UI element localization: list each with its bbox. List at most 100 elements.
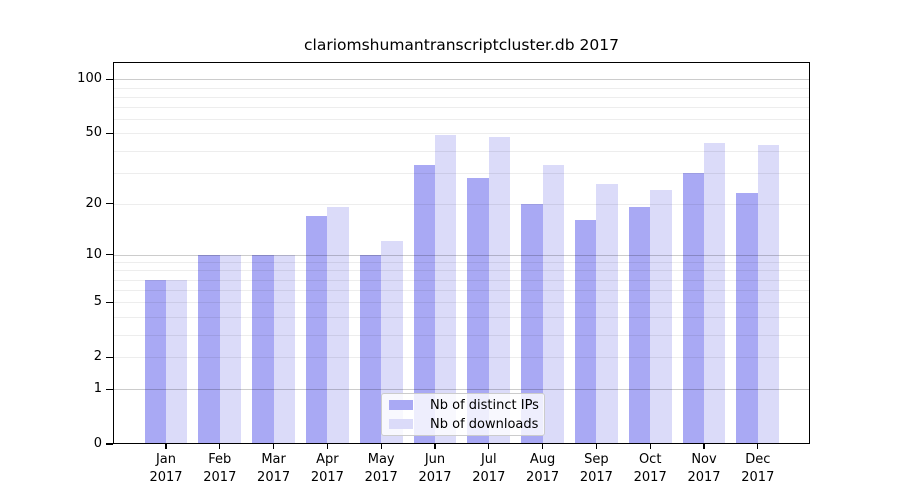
y-tick-label-100: 100 bbox=[77, 71, 102, 87]
month-year: 2017 bbox=[633, 469, 667, 485]
x-tick-jul bbox=[488, 444, 490, 449]
bar-apr-downloads bbox=[327, 207, 349, 444]
bar-aug-ips bbox=[521, 203, 543, 444]
bar-mar-ips bbox=[252, 254, 274, 444]
bar-nov-ips bbox=[682, 172, 704, 444]
x-tick-may bbox=[380, 444, 382, 449]
bar-jun-downloads bbox=[435, 135, 457, 444]
bar-mar-downloads bbox=[273, 254, 295, 444]
minor-gridline-20 bbox=[113, 203, 810, 205]
y-tick-label-2: 2 bbox=[93, 349, 102, 365]
bar-aug-downloads bbox=[542, 165, 564, 444]
bar-jun-ips bbox=[413, 165, 435, 444]
bar-oct-downloads bbox=[650, 189, 672, 444]
bar-dec-downloads bbox=[757, 145, 780, 444]
bar-apr-ips bbox=[306, 215, 328, 444]
x-tick-label-oct: Oct 2017 bbox=[622, 451, 678, 486]
x-tick-jun bbox=[434, 444, 436, 449]
minor-gridline-5 bbox=[113, 302, 810, 304]
month-name: May bbox=[367, 452, 395, 467]
month-name: Mar bbox=[261, 452, 286, 467]
month-year: 2017 bbox=[149, 469, 183, 485]
minor-gridline-80 bbox=[113, 96, 810, 98]
minor-gridline-30 bbox=[113, 172, 810, 174]
x-tick-label-nov: Nov 2017 bbox=[676, 451, 732, 486]
bar-feb-ips bbox=[198, 254, 220, 444]
minor-gridline-9 bbox=[113, 262, 810, 264]
month-name: Jul bbox=[480, 452, 497, 467]
minor-gridline-90 bbox=[113, 87, 810, 89]
bar-jan-downloads bbox=[166, 279, 188, 444]
legend: Nb of distinct IPs Nb of downloads bbox=[381, 393, 545, 436]
y-tick-label-0: 0 bbox=[93, 436, 102, 451]
y-tick-0 bbox=[106, 443, 113, 445]
y-tick-50 bbox=[106, 132, 113, 135]
minor-gridline-60 bbox=[113, 119, 810, 121]
month-year: 2017 bbox=[418, 469, 452, 485]
bar-dec-ips bbox=[736, 192, 758, 444]
month-name: Jun bbox=[424, 452, 446, 467]
x-tick-oct bbox=[649, 444, 651, 449]
y-tick-label-20: 20 bbox=[85, 195, 102, 211]
month-year: 2017 bbox=[687, 469, 721, 485]
legend-swatch-downloads bbox=[389, 419, 413, 429]
minor-gridline-2 bbox=[113, 357, 810, 359]
legend-item-distinct-ips: Nb of distinct IPs bbox=[387, 397, 539, 413]
y-tick-20 bbox=[106, 202, 113, 205]
minor-gridline-6 bbox=[113, 290, 810, 292]
month-year: 2017 bbox=[203, 469, 237, 485]
y-tick-100 bbox=[106, 78, 113, 81]
legend-swatch-distinct-ips bbox=[389, 400, 413, 410]
minor-gridline-40 bbox=[113, 150, 810, 152]
month-name: Nov bbox=[691, 452, 717, 467]
y-tick-label-1: 1 bbox=[93, 381, 102, 397]
y-tick-label-50: 50 bbox=[85, 125, 102, 141]
legend-item-downloads: Nb of downloads bbox=[387, 416, 539, 432]
bar-nov-downloads bbox=[704, 143, 726, 444]
month-year: 2017 bbox=[579, 469, 613, 485]
y-tick-label-5: 5 bbox=[93, 294, 102, 310]
x-tick-jan bbox=[165, 444, 167, 449]
bar-may-ips bbox=[359, 254, 382, 444]
x-tick-apr bbox=[326, 444, 329, 449]
x-tick-feb bbox=[219, 444, 221, 449]
x-tick-label-mar: Mar 2017 bbox=[246, 451, 302, 486]
x-tick-aug bbox=[541, 444, 544, 449]
major-gridline-10 bbox=[113, 254, 810, 256]
bar-oct-ips bbox=[628, 207, 651, 444]
bar-jul-ips bbox=[467, 178, 489, 444]
y-tick-10 bbox=[106, 253, 113, 256]
x-tick-nov bbox=[703, 444, 705, 449]
month-name: Apr bbox=[316, 452, 339, 467]
month-name: Aug bbox=[529, 452, 556, 467]
bar-jul-downloads bbox=[488, 136, 511, 444]
y-tick-1 bbox=[106, 388, 113, 390]
minor-gridline-8 bbox=[113, 270, 810, 272]
bar-sep-downloads bbox=[596, 183, 618, 444]
month-name: Sep bbox=[584, 452, 609, 467]
month-year: 2017 bbox=[257, 469, 291, 485]
x-tick-label-jan: Jan 2017 bbox=[138, 451, 194, 486]
legend-label-distinct-ips: Nb of distinct IPs bbox=[430, 397, 539, 413]
x-tick-label-feb: Feb 2017 bbox=[192, 451, 248, 486]
month-name: Jan bbox=[155, 452, 177, 467]
month-name: Oct bbox=[638, 452, 662, 467]
minor-gridline-7 bbox=[113, 279, 810, 281]
x-tick-label-jun: Jun 2017 bbox=[407, 451, 463, 486]
legend-label-downloads: Nb of downloads bbox=[430, 416, 539, 432]
bar-feb-downloads bbox=[219, 254, 242, 444]
minor-gridline-50 bbox=[113, 133, 810, 135]
grid-layer bbox=[113, 62, 810, 444]
x-tick-label-dec: Dec 2017 bbox=[730, 451, 786, 486]
x-tick-mar bbox=[272, 444, 275, 449]
y-tick-label-10: 10 bbox=[85, 246, 102, 262]
y-tick-2 bbox=[106, 356, 113, 358]
chart-title: clariomshumantranscriptcluster.db 2017 bbox=[304, 36, 619, 54]
x-tick-label-may: May 2017 bbox=[353, 451, 409, 486]
x-tick-sep bbox=[595, 444, 598, 449]
y-tick-5 bbox=[106, 301, 113, 304]
major-gridline-100 bbox=[113, 79, 810, 81]
bar-sep-ips bbox=[575, 220, 597, 444]
x-tick-label-aug: Aug 2017 bbox=[515, 451, 571, 486]
